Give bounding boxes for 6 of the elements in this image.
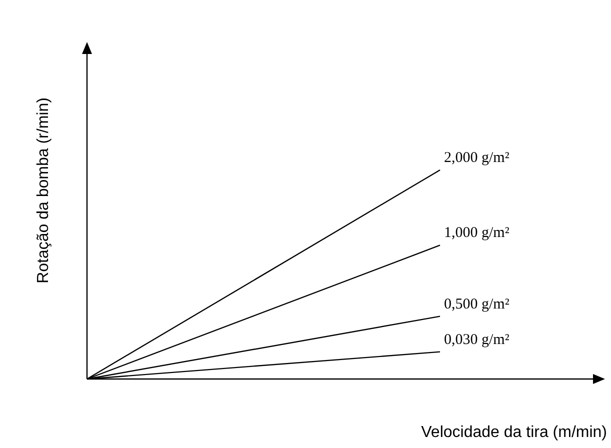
series-label: 1,000 g/m² [444,225,510,242]
series-label: 0,500 g/m² [444,296,510,312]
series-label: 0,030 g/m² [444,332,510,348]
y-axis-title: Rotação da bomba (r/min) [35,98,52,284]
x-axis-title: Velocidade da tira (m/min) [421,424,607,441]
series-label: 2,000 g/m² [444,150,510,166]
